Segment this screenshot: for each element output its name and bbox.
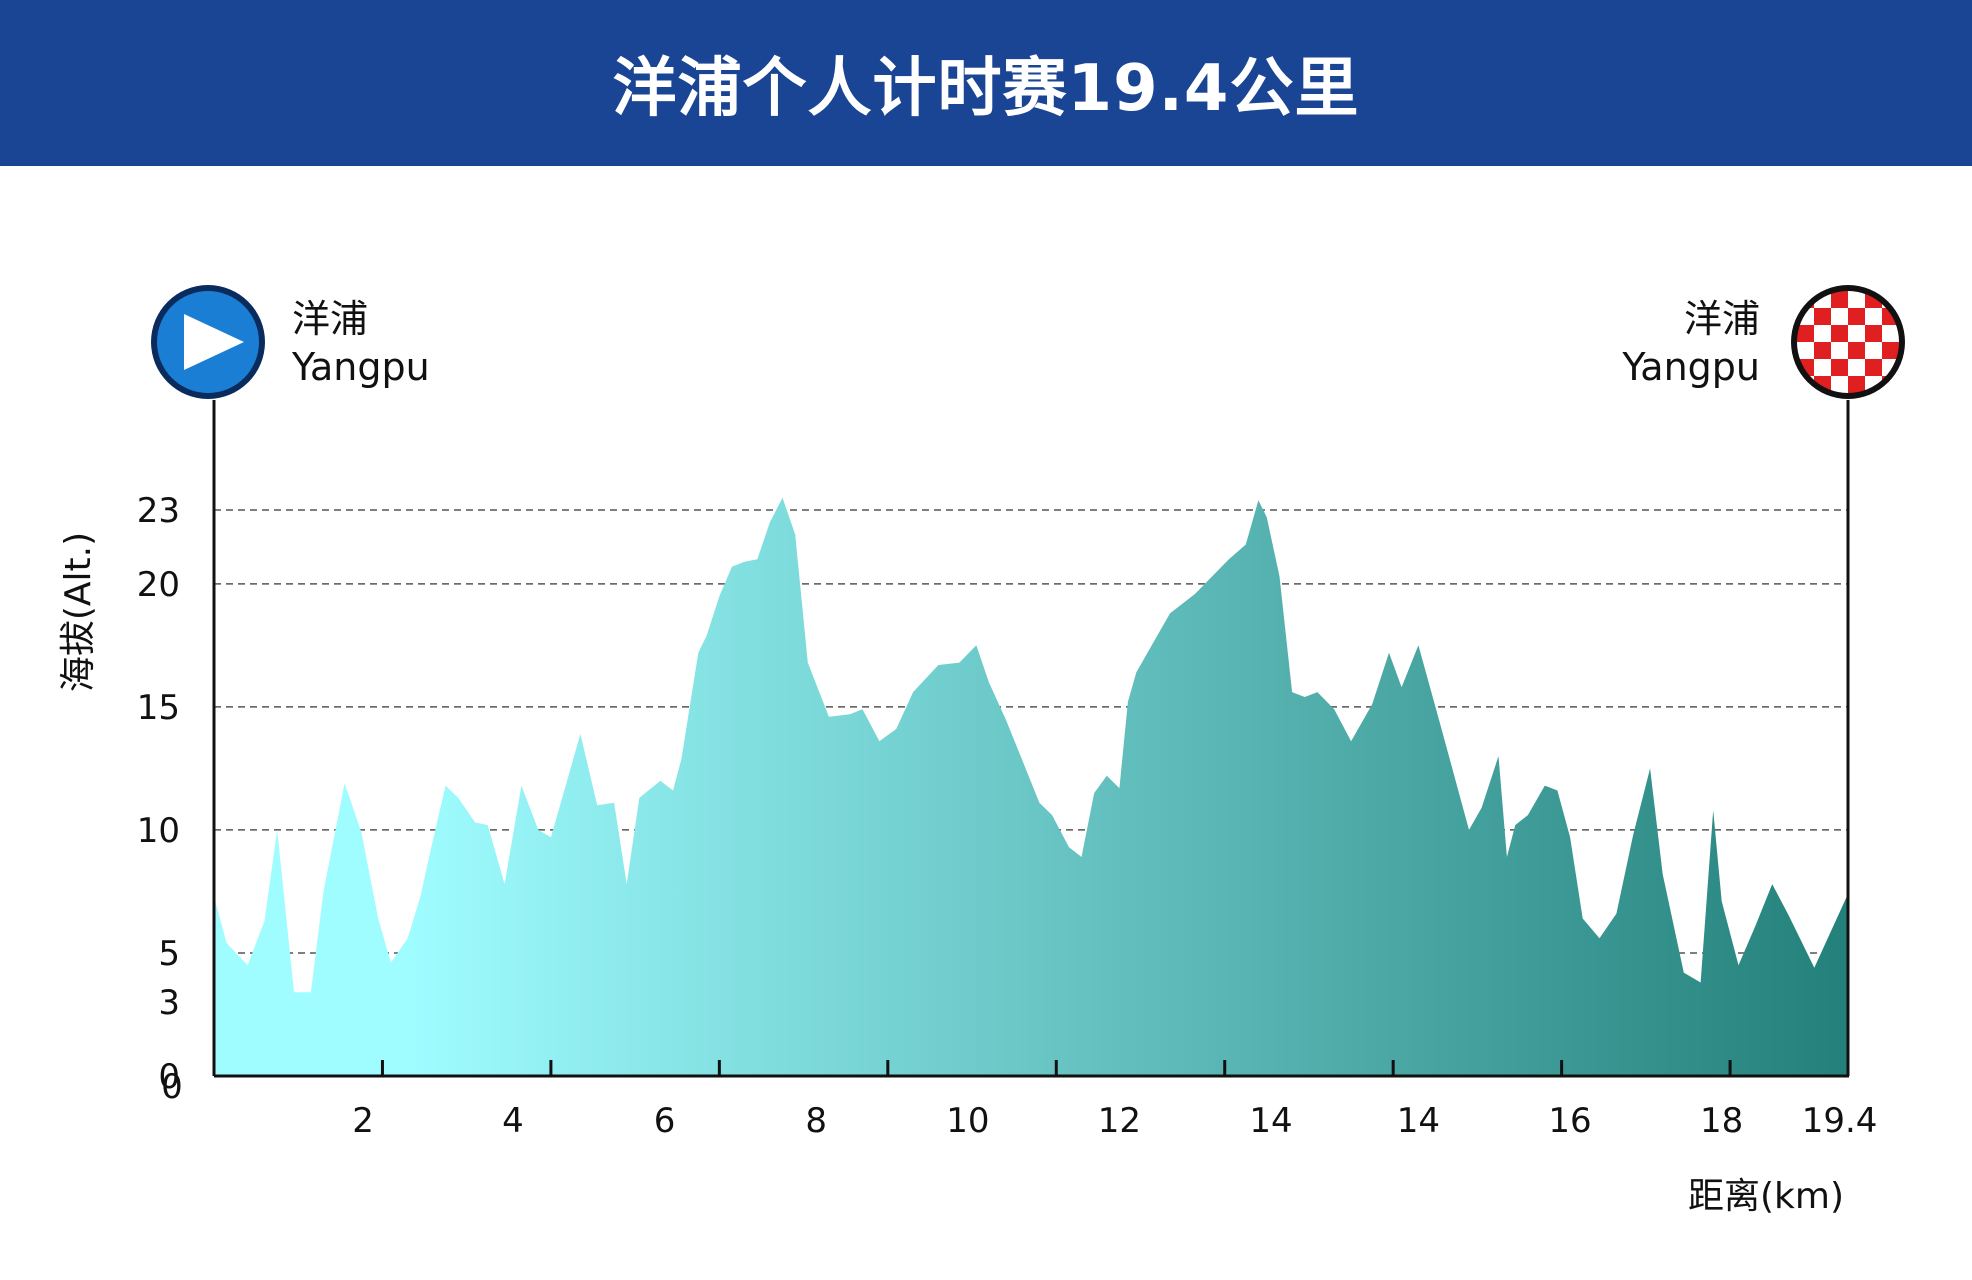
checker-square — [1831, 308, 1848, 325]
y-tick-label-5: 5 — [158, 934, 180, 974]
axes — [212, 400, 1850, 1078]
elevation-area — [214, 497, 1848, 1076]
y-tick-label-23: 23 — [137, 491, 180, 531]
x-tick-label-8: 16 — [1548, 1101, 1591, 1141]
checker-square — [1831, 325, 1848, 342]
y-tick-label-15: 15 — [137, 688, 180, 728]
x-tick-label-0: 2 — [352, 1101, 374, 1141]
checker-square — [1814, 325, 1831, 342]
start-name-en: Yangpu — [291, 345, 430, 389]
x-tick-label-2: 6 — [654, 1101, 676, 1141]
y-tick-label-0: 0 — [158, 1057, 180, 1097]
x-tick-label-1: 4 — [502, 1101, 524, 1141]
checker-square — [1865, 325, 1882, 342]
x-tick-label-6: 14 — [1249, 1101, 1292, 1141]
title-banner: 洋浦个人计时赛19.4公里 — [0, 0, 1972, 166]
checker-square — [1865, 308, 1882, 325]
checker-square — [1848, 342, 1865, 359]
checker-square — [1814, 342, 1831, 359]
x-tick-label-10: 19.4 — [1802, 1101, 1878, 1141]
x-tick-label-origin: 0 — [161, 1067, 183, 1107]
page-title: 洋浦个人计时赛19.4公里 — [612, 52, 1360, 126]
x-tick-label-3: 8 — [805, 1101, 827, 1141]
y-tick-label-3: 3 — [158, 983, 180, 1023]
x-tick-labels: 2 4 6 8 10 12 14 14 16 18 19.4 0 — [161, 1067, 1877, 1141]
checker-square — [1831, 359, 1848, 376]
checker-square — [1848, 325, 1865, 342]
checker-square — [1882, 325, 1899, 342]
x-axis-label: 距离(km) — [1688, 1176, 1844, 1217]
finish-name-cn: 洋浦 — [1684, 297, 1760, 341]
start-name-cn: 洋浦 — [292, 297, 368, 341]
finish-name-en: Yangpu — [1621, 345, 1760, 389]
checker-square — [1848, 376, 1865, 393]
y-tick-labels: 0 3 5 10 15 20 23 — [137, 491, 180, 1097]
checker-square — [1797, 325, 1814, 342]
checker-square — [1814, 359, 1831, 376]
checker-square — [1848, 359, 1865, 376]
start-marker — [151, 285, 265, 399]
y-tick-label-20: 20 — [137, 565, 180, 605]
checker-square — [1814, 308, 1831, 325]
x-tick-label-9: 18 — [1700, 1101, 1743, 1141]
checker-square — [1848, 291, 1865, 308]
checker-square — [1882, 342, 1899, 359]
x-tick-label-7: 14 — [1397, 1101, 1440, 1141]
finish-marker — [1791, 285, 1905, 399]
checkered-flag-icon — [1797, 291, 1899, 393]
y-axis-label: 海拔(Alt.) — [58, 532, 99, 692]
x-tick-label-4: 10 — [946, 1101, 989, 1141]
play-icon — [184, 314, 244, 370]
checker-square — [1865, 342, 1882, 359]
checker-square — [1865, 359, 1882, 376]
checker-square — [1848, 308, 1865, 325]
checker-square — [1831, 291, 1848, 308]
x-tick-label-5: 12 — [1098, 1101, 1141, 1141]
y-tick-label-10: 10 — [137, 811, 180, 851]
checker-square — [1831, 342, 1848, 359]
checker-square — [1797, 342, 1814, 359]
checker-square — [1831, 376, 1848, 393]
